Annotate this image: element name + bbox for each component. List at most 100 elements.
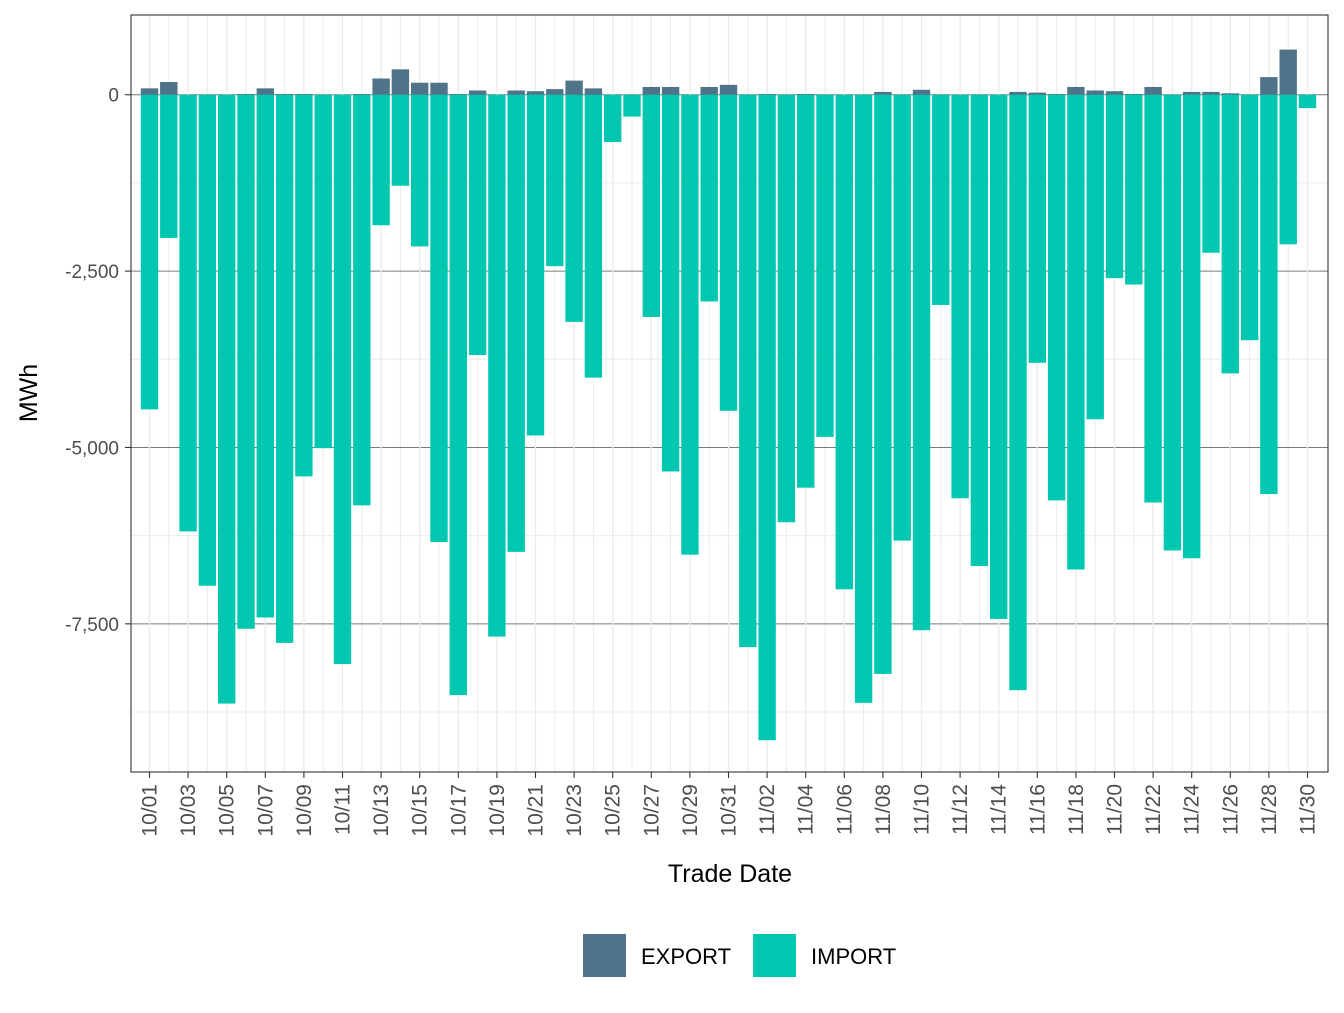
legend-key-export bbox=[583, 934, 626, 977]
y-tick-label: 0 bbox=[108, 86, 119, 107]
x-tick-label: 10/27 bbox=[640, 784, 663, 837]
export-bar-10-07 bbox=[256, 88, 274, 95]
x-tick-label: 10/17 bbox=[447, 784, 470, 837]
import-bar-10-23 bbox=[565, 94, 583, 322]
import-bar-11-14 bbox=[990, 94, 1008, 619]
export-bar-10-14 bbox=[391, 69, 410, 95]
import-bar-11-19 bbox=[1086, 94, 1104, 420]
export-bar-10-13 bbox=[372, 78, 390, 95]
import-bar-11-27 bbox=[1240, 94, 1259, 341]
export-bar-10-23 bbox=[565, 80, 583, 95]
import-bar-10-28 bbox=[661, 94, 680, 472]
x-tick-label: 11/06 bbox=[833, 784, 856, 835]
x-tick-label: 10/01 bbox=[139, 784, 162, 837]
import-bar-10-09 bbox=[295, 94, 313, 477]
import-bar-11-08 bbox=[874, 94, 892, 674]
import-bar-10-04 bbox=[198, 94, 217, 586]
import-bar-11-12 bbox=[951, 94, 969, 499]
export-bar-11-17 bbox=[1047, 94, 1066, 95]
export-bar-10-15 bbox=[411, 82, 429, 95]
import-bar-10-14 bbox=[391, 94, 410, 186]
x-tick-label: 10/21 bbox=[525, 784, 548, 837]
export-bar-11-10 bbox=[912, 89, 931, 95]
export-bar-11-24 bbox=[1183, 91, 1201, 95]
legend: EXPORT IMPORT bbox=[583, 934, 896, 977]
import-bar-10-30 bbox=[700, 94, 718, 302]
x-tick-label: 11/16 bbox=[1026, 784, 1049, 835]
export-bar-10-12 bbox=[353, 94, 371, 95]
export-bar-10-24 bbox=[584, 88, 603, 95]
import-bar-11-25 bbox=[1202, 94, 1220, 253]
import-bar-10-22 bbox=[546, 94, 564, 267]
import-bar-10-05 bbox=[218, 94, 236, 704]
x-tick-label: 11/12 bbox=[949, 784, 972, 835]
export-bar-10-27 bbox=[642, 86, 660, 95]
import-bar-10-24 bbox=[584, 94, 603, 378]
import-bar-10-12 bbox=[353, 94, 371, 506]
import-bar-11-07 bbox=[854, 94, 873, 703]
import-bar-10-31 bbox=[719, 94, 738, 411]
export-bar-10-18 bbox=[468, 90, 487, 95]
export-bar-11-04 bbox=[797, 94, 815, 95]
import-bar-11-06 bbox=[835, 94, 853, 590]
export-bar-10-21 bbox=[526, 91, 545, 95]
y-tick-label: -7,500 bbox=[65, 615, 119, 636]
export-bar-10-01 bbox=[140, 88, 159, 95]
import-bar-11-04 bbox=[797, 94, 815, 488]
export-bar-10-22 bbox=[546, 89, 564, 95]
import-bar-10-27 bbox=[642, 94, 660, 317]
export-bar-10-16 bbox=[430, 82, 448, 95]
export-bar-11-20 bbox=[1105, 91, 1124, 95]
import-bar-11-29 bbox=[1279, 94, 1297, 245]
import-bar-11-02 bbox=[758, 94, 776, 741]
export-bar-10-20 bbox=[507, 90, 525, 95]
import-bar-11-26 bbox=[1221, 94, 1239, 374]
import-bar-10-26 bbox=[623, 94, 641, 117]
export-bar-10-17 bbox=[449, 94, 467, 95]
import-bar-10-18 bbox=[468, 94, 487, 356]
export-bar-11-08 bbox=[874, 91, 892, 95]
import-bar-10-29 bbox=[681, 94, 699, 555]
import-bar-10-19 bbox=[488, 94, 506, 637]
import-bar-10-07 bbox=[256, 94, 274, 618]
export-bar-10-31 bbox=[719, 84, 738, 95]
import-bar-11-09 bbox=[893, 94, 911, 541]
import-bar-11-22 bbox=[1144, 94, 1162, 503]
x-tick-label: 10/05 bbox=[216, 784, 239, 837]
export-bar-11-02 bbox=[758, 94, 776, 95]
export-bar-11-19 bbox=[1086, 90, 1104, 95]
import-bar-10-08 bbox=[275, 94, 294, 643]
import-bar-10-25 bbox=[604, 94, 622, 142]
import-bar-10-17 bbox=[449, 94, 467, 696]
import-bar-11-16 bbox=[1028, 94, 1046, 363]
export-bar-10-28 bbox=[661, 86, 680, 95]
import-bar-11-30 bbox=[1298, 94, 1317, 109]
export-bar-11-22 bbox=[1144, 86, 1162, 95]
bars bbox=[140, 49, 1317, 741]
x-tick-label: 11/26 bbox=[1219, 784, 1242, 835]
x-axis-title: Trade Date bbox=[668, 860, 792, 888]
export-bar-10-08 bbox=[275, 94, 294, 95]
import-bar-11-03 bbox=[777, 94, 796, 523]
import-bar-10-01 bbox=[140, 94, 159, 410]
panel-border bbox=[130, 14, 1329, 773]
x-tick-label: 11/22 bbox=[1142, 784, 1165, 835]
x-tick-label: 10/15 bbox=[409, 784, 432, 837]
export-bar-10-06 bbox=[237, 94, 255, 95]
import-bar-10-02 bbox=[160, 94, 178, 238]
x-tick-label: 10/29 bbox=[679, 784, 702, 837]
export-bar-11-21 bbox=[1125, 94, 1143, 95]
import-bar-10-11 bbox=[333, 94, 352, 665]
x-tick-label: 11/30 bbox=[1297, 784, 1320, 835]
import-bar-10-15 bbox=[411, 94, 429, 247]
x-tick-label: 11/14 bbox=[988, 784, 1011, 835]
export-bar-11-25 bbox=[1202, 91, 1220, 95]
x-tick-label: 10/03 bbox=[177, 784, 200, 837]
legend-label-import: IMPORT bbox=[811, 944, 896, 969]
import-bar-11-24 bbox=[1183, 94, 1201, 559]
x-tick-label: 10/25 bbox=[602, 784, 625, 837]
export-bar-11-26 bbox=[1221, 93, 1239, 95]
import-bar-10-16 bbox=[430, 94, 448, 543]
legend-key-import bbox=[753, 934, 796, 977]
